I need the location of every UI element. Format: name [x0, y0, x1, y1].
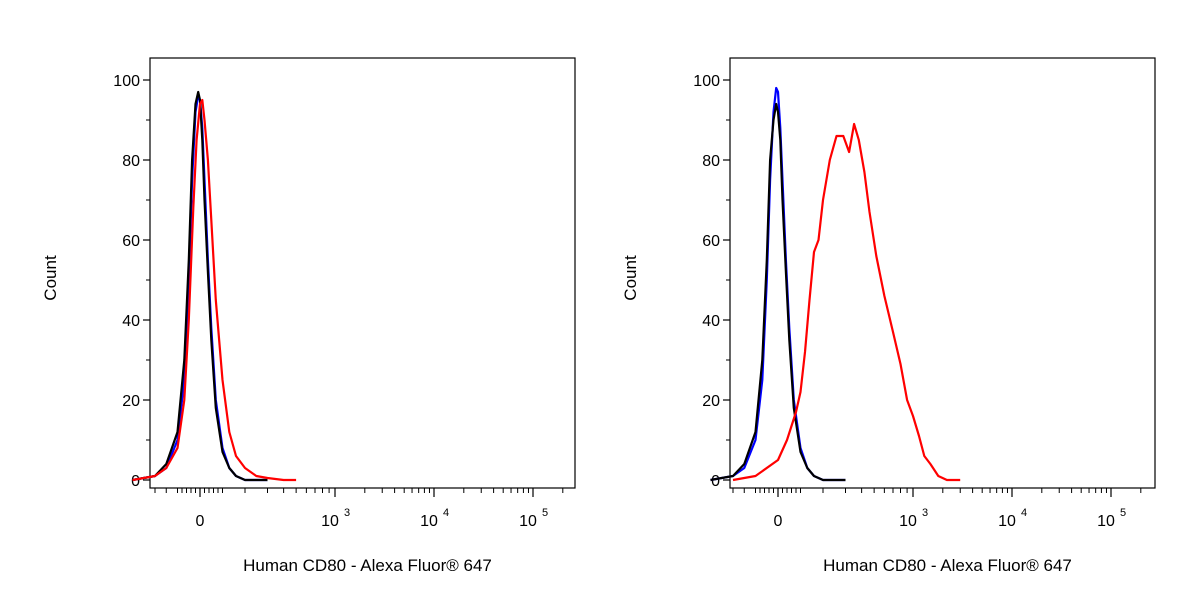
y-tick-label: 80	[702, 153, 720, 170]
plot-frame	[149, 57, 576, 489]
x-tick-label: 0	[774, 513, 783, 530]
x-axis-title: Human CD80 - Alexa Fluor® 647	[243, 556, 492, 575]
x-tick-label: 10	[1097, 513, 1115, 530]
x-tick-exponent: 4	[443, 507, 449, 519]
histogram-series-line	[132, 90, 268, 482]
x-tick-exponent: 5	[542, 507, 548, 519]
y-tick-label: 0	[131, 473, 140, 490]
x-tick-exponent: 5	[1120, 507, 1126, 519]
histogram-panel-2: 0 20 40 60 80 100 0 10 3 10 4 10 5 Human CD80 - Alexa…	[621, 57, 1156, 575]
x-tick-label: 10	[321, 513, 339, 530]
y-tick-label: 60	[702, 233, 720, 250]
y-tick-label: 80	[122, 153, 140, 170]
y-tick-label: 20	[702, 393, 720, 410]
y-tick-label: 0	[711, 473, 720, 490]
x-axis-title: Human CD80 - Alexa Fluor® 647	[823, 556, 1072, 575]
histogram-panel-1: 0 20 40 60 80 100 0 10 3 10 4 10 5 Human CD80 - Alexa…	[41, 57, 576, 575]
y-axis-title: Count	[41, 255, 60, 301]
y-tick-label: 40	[702, 313, 720, 330]
y-tick-label: 20	[122, 393, 140, 410]
y-tick-label: 100	[113, 73, 140, 90]
histogram-series-line	[732, 122, 961, 482]
x-tick-label: 10	[420, 513, 438, 530]
x-tick-label: 10	[998, 513, 1016, 530]
x-tick-exponent: 3	[922, 507, 928, 519]
x-tick-label: 10	[899, 513, 917, 530]
x-tick-label: 10	[519, 513, 537, 530]
x-tick-exponent: 4	[1021, 507, 1027, 519]
y-tick-label: 100	[693, 73, 720, 90]
x-tick-label: 0	[196, 513, 205, 530]
histogram-series-line	[132, 94, 268, 482]
plot-frame	[729, 57, 1156, 489]
histogram-series-line	[132, 98, 297, 482]
histogram-series-line	[710, 86, 846, 482]
y-tick-label: 40	[122, 313, 140, 330]
histogram-series-line	[710, 102, 846, 482]
y-axis-title: Count	[621, 255, 640, 301]
y-tick-label: 60	[122, 233, 140, 250]
x-tick-exponent: 3	[344, 507, 350, 519]
